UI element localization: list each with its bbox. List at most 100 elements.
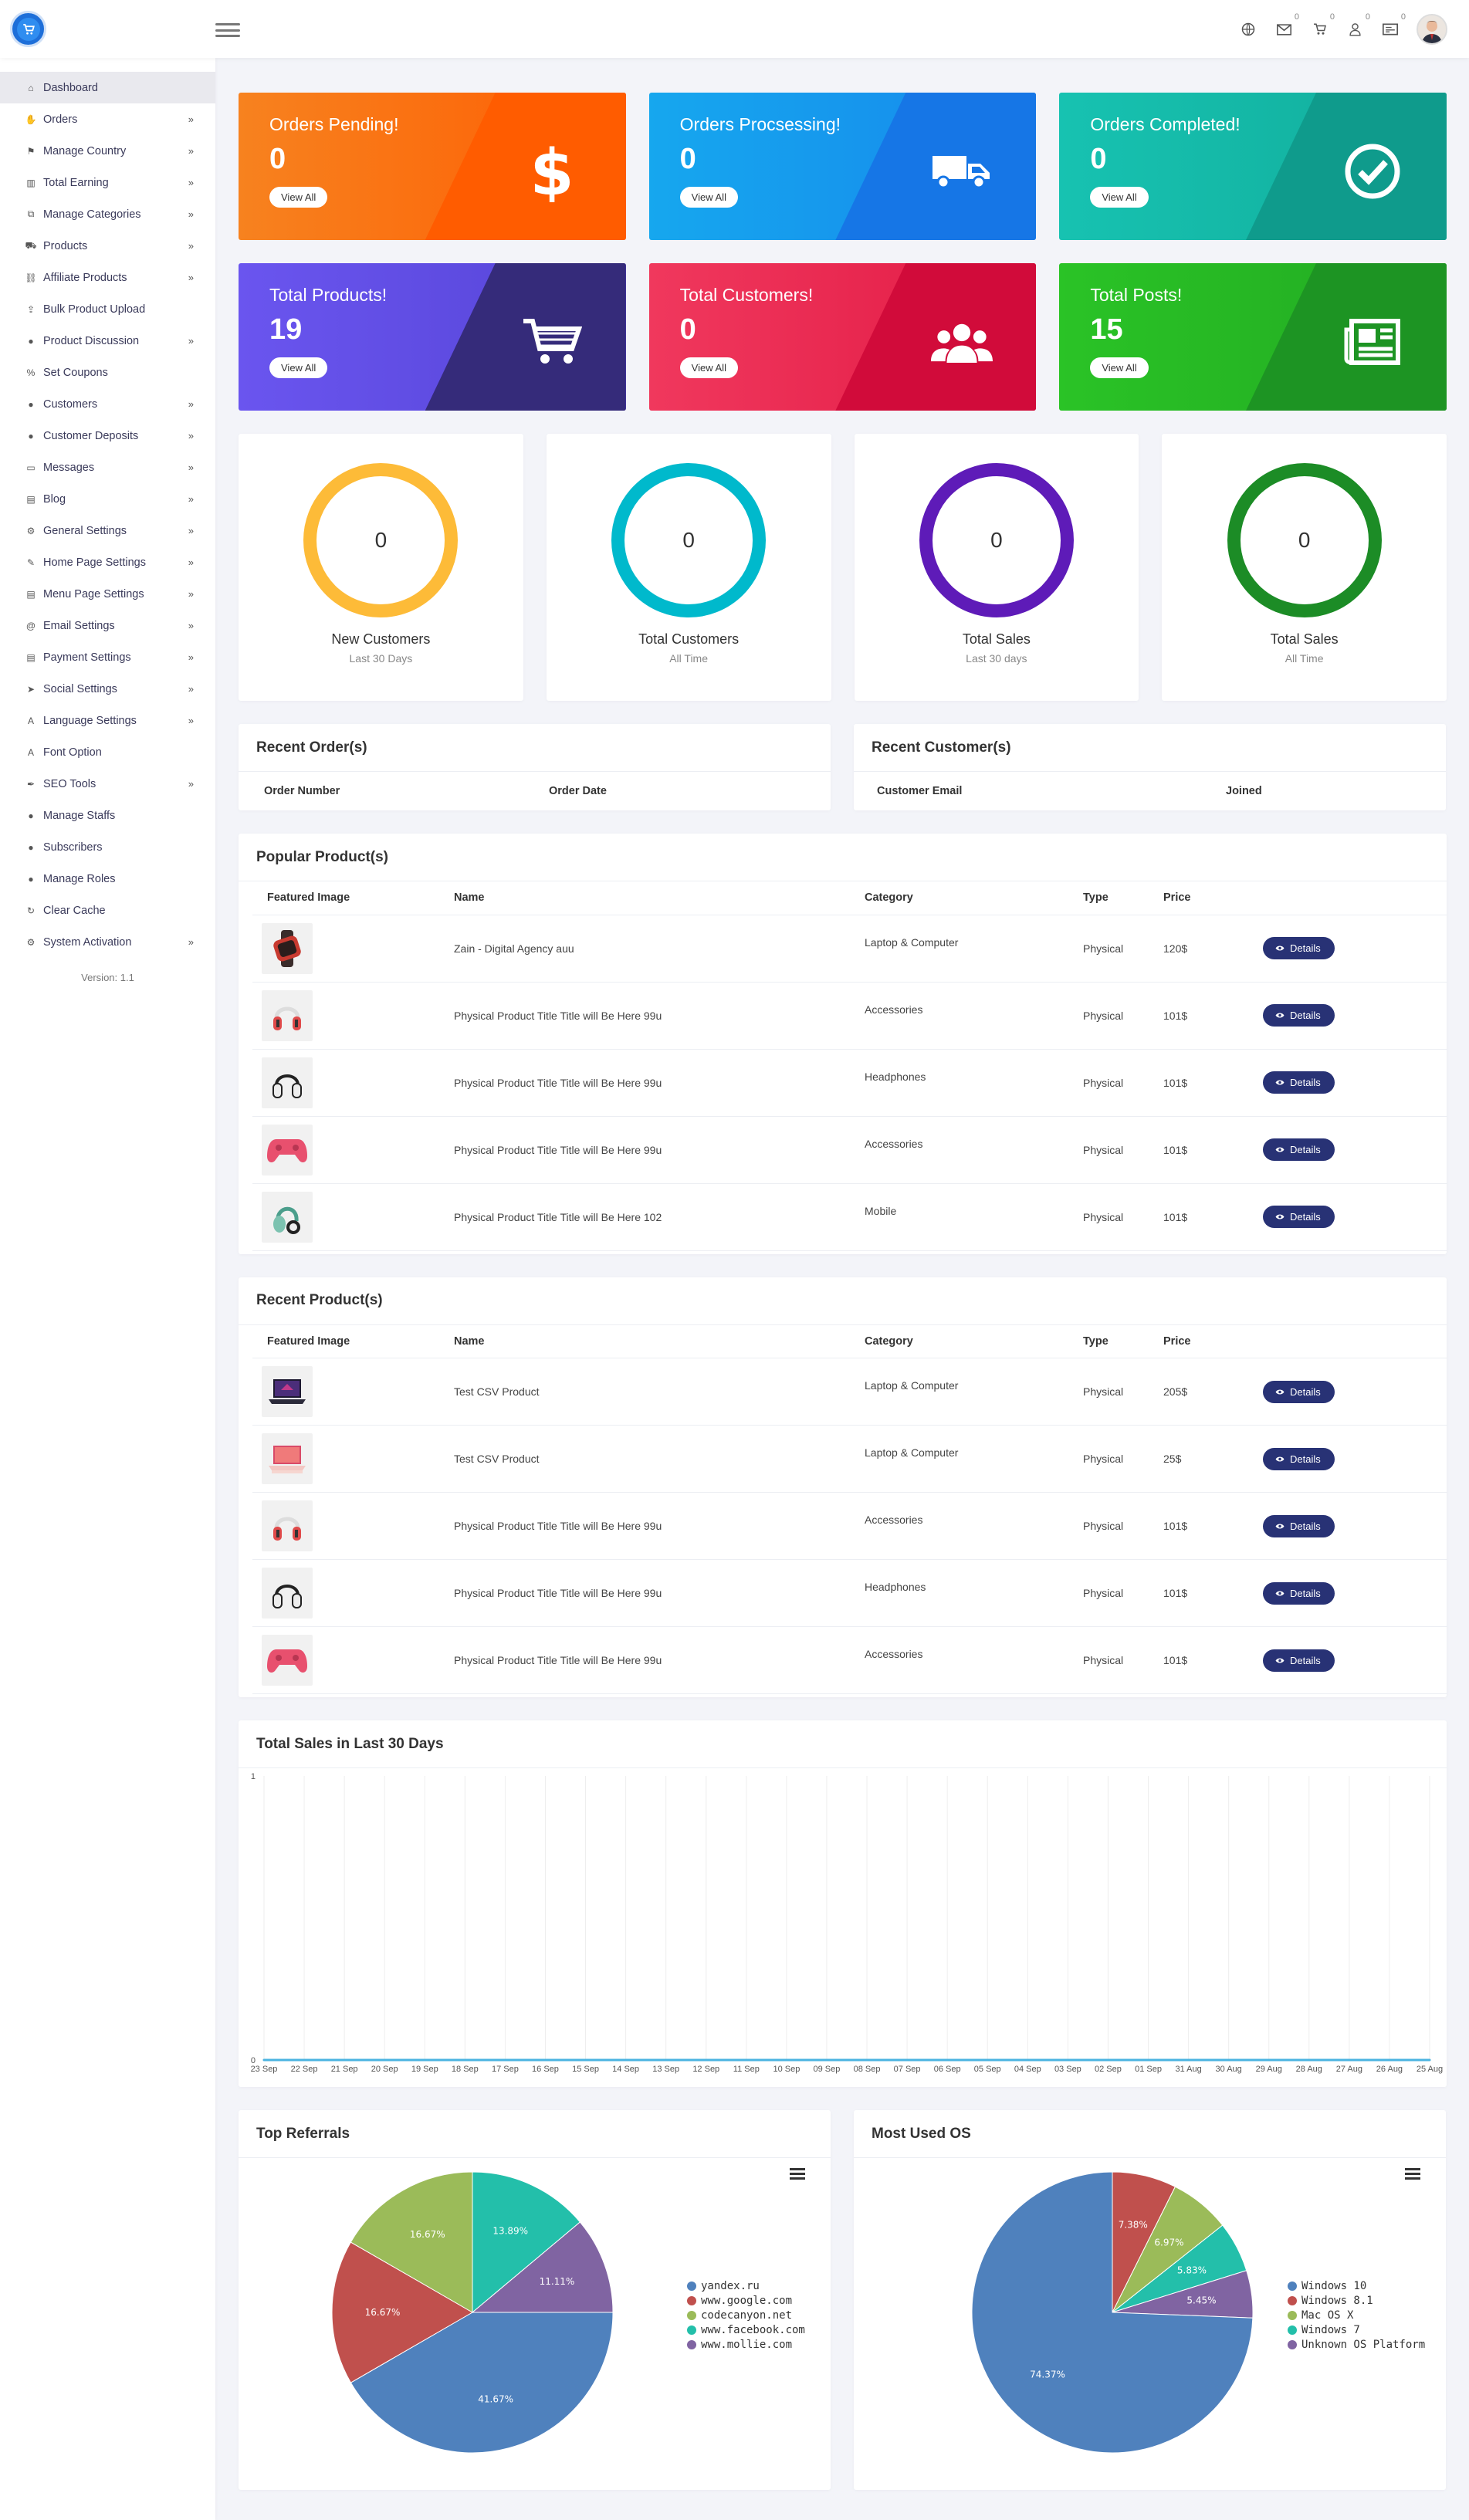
newspaper-icon (1342, 311, 1403, 373)
legend-item[interactable]: Mac OS X (1288, 2308, 1425, 2322)
legend-label: yandex.ru (701, 2279, 760, 2292)
stat-title: Total Customers! (679, 285, 814, 305)
details-label: Details (1290, 1010, 1321, 1021)
view-all-button[interactable]: View All (1090, 357, 1149, 378)
sidebar-item-blog[interactable]: ▤ Blog » (0, 483, 215, 515)
os-menu-icon[interactable] (1405, 2168, 1420, 2180)
details-button[interactable]: Details (1263, 1649, 1335, 1672)
legend-item[interactable]: www.mollie.com (687, 2337, 805, 2352)
x-tick-label: 28 Aug (1296, 2065, 1322, 2074)
view-all-button[interactable]: View All (269, 357, 328, 378)
sidebar-item-general-settings[interactable]: ⚙ General Settings » (0, 515, 215, 546)
table-row: Physical Product Title Title will Be Her… (252, 982, 1447, 1050)
legend-item[interactable]: Windows 7 (1288, 2322, 1425, 2337)
sidebar-item-email-settings[interactable]: @ Email Settings » (0, 610, 215, 641)
table-header-row: Featured Image Name Category Type Price (252, 1324, 1447, 1358)
sidebar-item-clear-cache[interactable]: ↻ Clear Cache (0, 895, 215, 926)
avatar[interactable] (1417, 14, 1447, 45)
legend-swatch (1288, 2295, 1297, 2305)
sidebar-item-set-coupons[interactable]: % Set Coupons (0, 357, 215, 388)
details-button[interactable]: Details (1263, 1138, 1335, 1161)
sidebar-item-total-earning[interactable]: ▥ Total Earning » (0, 167, 215, 198)
user-icon: ● (28, 398, 34, 410)
product-category: Headphones (865, 1049, 1069, 1117)
details-button[interactable]: Details (1263, 1581, 1335, 1605)
sidebar-item-product-discussion[interactable]: ● Product Discussion » (0, 325, 215, 357)
product-price: 101$ (1163, 1049, 1263, 1117)
sidebar-item-messages[interactable]: ▭ Messages » (0, 452, 215, 483)
sidebar-item-seo-tools[interactable]: ✒ SEO Tools » (0, 768, 215, 800)
sidebar-item-label: Affiliate Products (43, 271, 127, 284)
paper-plane-icon: ➤ (26, 683, 36, 695)
sidebar-item-subscribers[interactable]: ● Subscribers (0, 831, 215, 863)
col-customer-email: Customer Email (877, 785, 963, 797)
pie-slice[interactable] (971, 2171, 1254, 2454)
legend-item[interactable]: Windows 10 (1288, 2278, 1425, 2293)
view-all-button[interactable]: View All (269, 187, 328, 208)
pie-slice[interactable] (331, 2241, 473, 2383)
menu-toggle-button[interactable] (215, 23, 240, 37)
details-button[interactable]: Details (1263, 1380, 1335, 1403)
stat-card: Orders Pending! 0 View All $ (239, 93, 626, 240)
recent-customers-title: Recent Customer(s) (854, 724, 1446, 772)
stat-card: Orders Procsessing! 0 View All (648, 93, 1037, 240)
pie-slice[interactable] (350, 2312, 614, 2454)
legend-item[interactable]: Windows 8.1 (1288, 2293, 1425, 2308)
details-button[interactable]: Details (1263, 1447, 1335, 1470)
details-button[interactable]: Details (1263, 1071, 1335, 1094)
sidebar-item-orders[interactable]: ✋ Orders » (0, 103, 215, 135)
sidebar-item-customer-deposits[interactable]: ● Customer Deposits » (0, 420, 215, 452)
sidebar-item-affiliate-products[interactable]: ⛓ Affiliate Products » (0, 262, 215, 293)
sidebar-item-font-option[interactable]: A Font Option (0, 736, 215, 768)
pie-slice[interactable] (350, 2171, 473, 2313)
legend-item[interactable]: www.google.com (687, 2293, 805, 2308)
sidebar-item-manage-country[interactable]: ⚑ Manage Country » (0, 135, 215, 167)
sidebar-item-customers[interactable]: ● Customers » (0, 388, 215, 420)
pie-slice-label: 16.67% (410, 2229, 445, 2240)
cart-icon[interactable]: 0 (1310, 12, 1335, 39)
sidebar-item-manage-categories[interactable]: ⧉ Manage Categories » (0, 198, 215, 230)
sidebar-item-menu-page-settings[interactable]: ▤ Menu Page Settings » (0, 578, 215, 610)
product-price: 120$ (1163, 915, 1263, 983)
sales-data-point (1147, 2058, 1150, 2062)
legend-item[interactable]: codecanyon.net (687, 2308, 805, 2322)
pie-slice[interactable] (472, 2171, 581, 2314)
user-icon[interactable]: 0 (1345, 12, 1370, 39)
legend-swatch (687, 2325, 696, 2335)
sidebar-item-manage-staffs[interactable]: ● Manage Staffs (0, 800, 215, 831)
sidebar-item-bulk-product-upload[interactable]: ⇪ Bulk Product Upload (0, 293, 215, 325)
view-all-button[interactable]: View All (679, 357, 738, 378)
x-tick-label: 17 Sep (492, 2065, 519, 2074)
sidebar-item-products[interactable]: ⛟ Products » (0, 230, 215, 262)
ticket-icon[interactable]: 0 (1381, 12, 1406, 39)
legend-item[interactable]: Unknown OS Platform (1288, 2337, 1425, 2352)
stat-title: Total Products! (269, 285, 388, 305)
view-all-button[interactable]: View All (679, 187, 738, 208)
logo[interactable] (10, 11, 46, 47)
sidebar-item-payment-settings[interactable]: ▤ Payment Settings » (0, 641, 215, 673)
details-button[interactable]: Details (1263, 937, 1335, 959)
ring-label: Total Sales (1270, 631, 1339, 647)
details-button[interactable]: Details (1263, 1004, 1335, 1027)
sidebar-item-dashboard[interactable]: ⌂ Dashboard (0, 72, 215, 103)
sidebar-item-language-settings[interactable]: A Language Settings » (0, 705, 215, 736)
sidebar-item-home-page-settings[interactable]: ✎ Home Page Settings » (0, 546, 215, 578)
sales-data-point (584, 2058, 587, 2062)
chevron-double-right-icon: » (188, 588, 194, 600)
pie-slice[interactable] (471, 2221, 614, 2313)
sidebar-item-manage-roles[interactable]: ● Manage Roles (0, 863, 215, 895)
legend-item[interactable]: yandex.ru (687, 2278, 805, 2293)
flag-icon: ⚑ (26, 145, 36, 157)
doc-icon: ▤ (26, 493, 36, 505)
view-all-button[interactable]: View All (1090, 187, 1149, 208)
x-tick-label: 23 Sep (251, 2065, 278, 2074)
globe-icon[interactable] (1239, 20, 1257, 39)
product-price: 101$ (1163, 1116, 1263, 1184)
sidebar-item-social-settings[interactable]: ➤ Social Settings » (0, 673, 215, 705)
details-button[interactable]: Details (1263, 1206, 1335, 1228)
sidebar-item-system-activation[interactable]: ⚙ System Activation » (0, 926, 215, 958)
referrals-menu-icon[interactable] (790, 2168, 805, 2180)
details-button[interactable]: Details (1263, 1514, 1335, 1537)
envelope-icon[interactable]: 0 (1274, 12, 1299, 39)
legend-item[interactable]: www.facebook.com (687, 2322, 805, 2337)
